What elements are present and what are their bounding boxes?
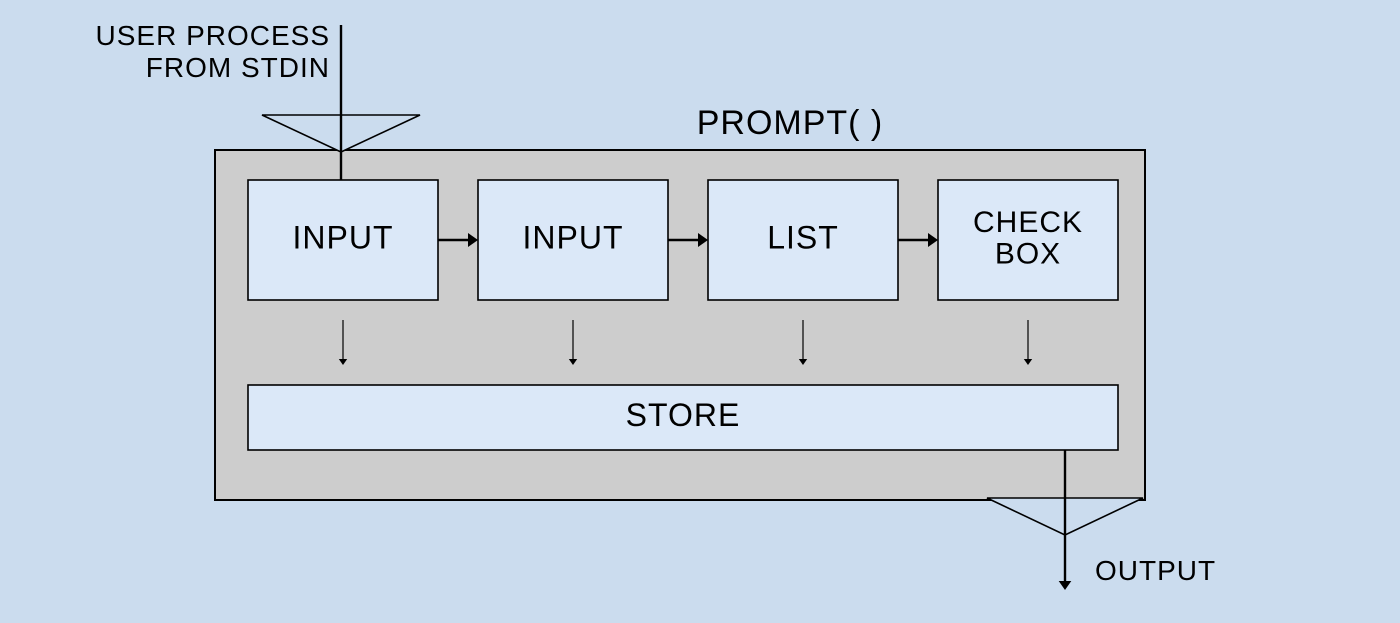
svg-text:CHECK: CHECK (973, 206, 1083, 239)
svg-text:BOX: BOX (995, 238, 1061, 271)
input-label-line2: FROM STDIN (146, 52, 330, 83)
svg-text:INPUT: INPUT (523, 219, 624, 255)
svg-text:STORE: STORE (626, 397, 741, 433)
svg-text:LIST: LIST (767, 219, 839, 255)
svg-text:INPUT: INPUT (293, 219, 394, 255)
diagram-title: PROMPT( ) (697, 104, 884, 142)
input-label-line1: USER PROCESS (96, 20, 331, 51)
output-label: OUTPUT (1095, 555, 1216, 586)
